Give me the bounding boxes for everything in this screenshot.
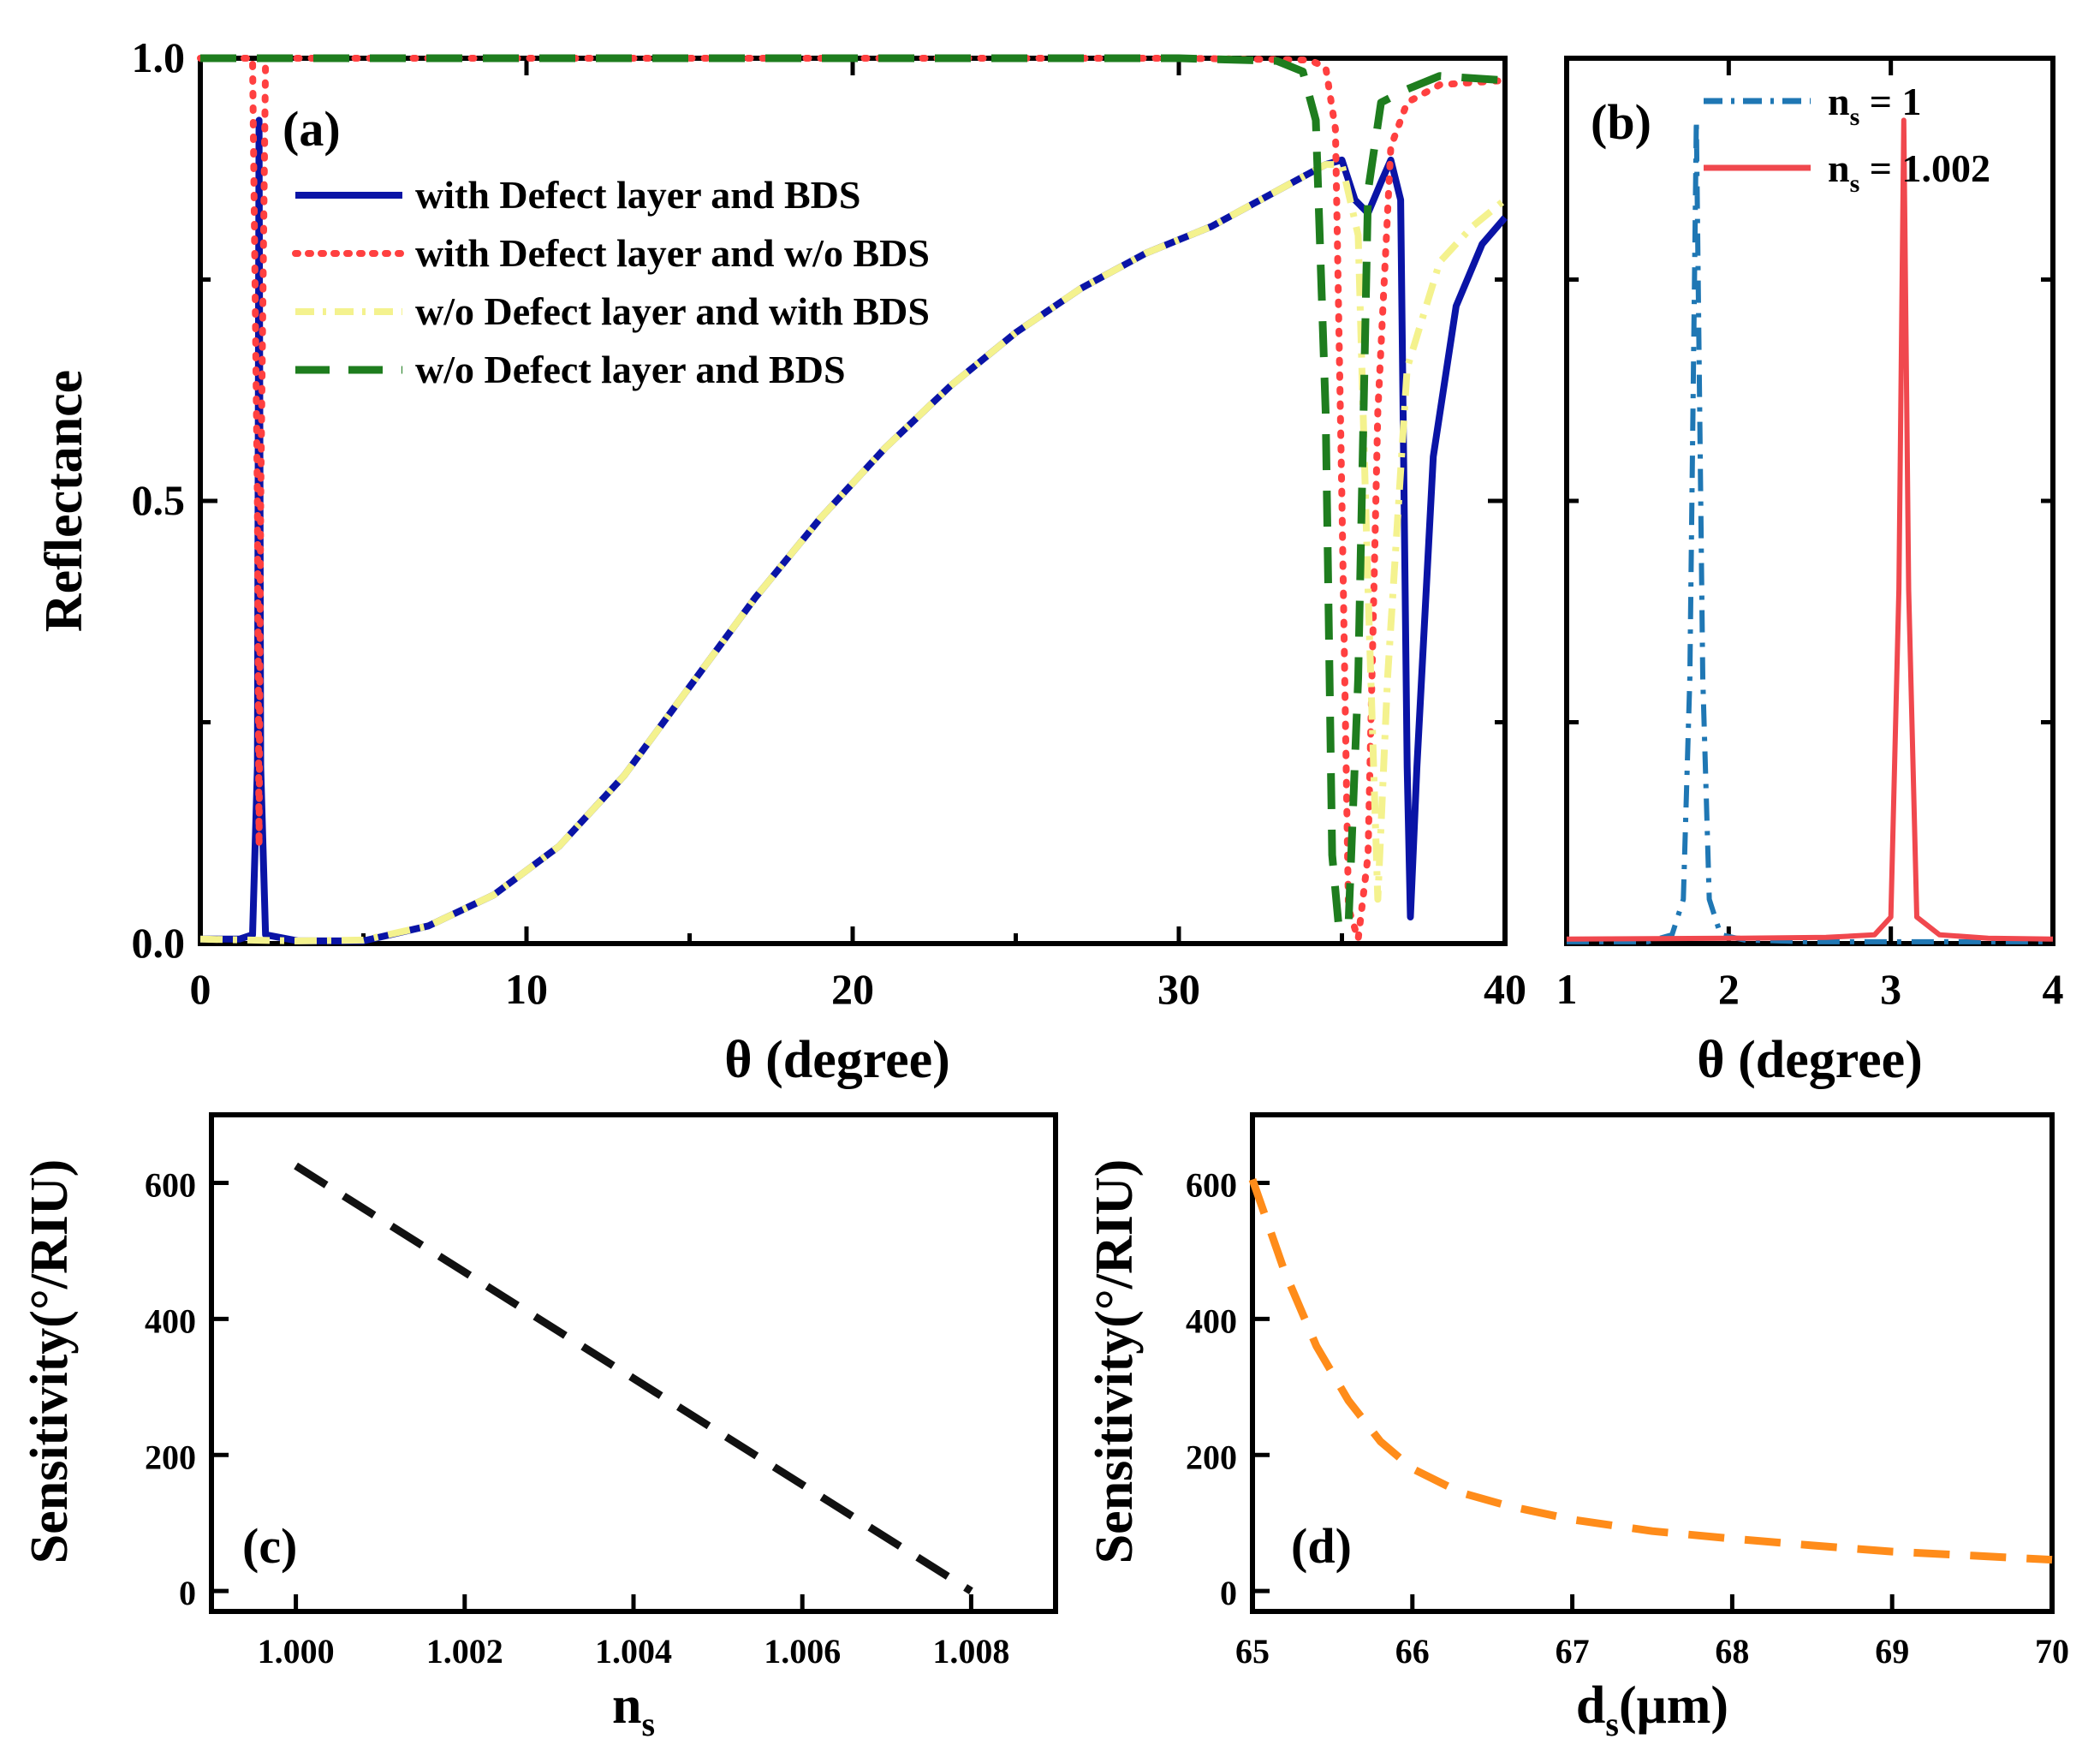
xtick-label-c-1: 1.002 [426,1632,503,1671]
series-line-a-3 [200,54,1506,930]
xtick-label-a-1: 10 [505,965,548,1013]
panel-c-label: (c) [242,1518,297,1574]
panel-d-xlabel-sub: s [1605,1705,1619,1743]
panel-a-xlabel: θ (degree) [724,1031,950,1089]
ytick-label-c-3: 600 [145,1165,196,1204]
xtick-label-a-0: 0 [190,965,211,1013]
ytick-label-d-0: 0 [1220,1574,1237,1612]
xtick-label-d-4: 69 [1875,1632,1909,1671]
ytick-label-d-2: 400 [1186,1301,1237,1340]
panel-d-xlabel-d: d [1576,1677,1605,1735]
panel-b-ticks: 1 2 3 4 [1556,56,2064,1013]
panel-b-series [1566,117,2054,944]
legend-label-b0-sub: s [1850,103,1860,131]
panel-c-ticks: 1.000 1.002 1.004 1.006 1.008 0 200 400 600 [145,1165,1009,1671]
panel-a-legend: with Defect layer and BDS with Defect la… [292,173,930,391]
xtick-label-b-0: 1 [1556,965,1578,1013]
panel-b-xlabel: θ (degree) [1697,1031,1923,1089]
panel-d-xlabel-unit: (μm) [1619,1677,1728,1735]
panel-b-legend: ns = 1 ns = 1.002 [1704,80,1990,198]
panel-d-frame [1250,1112,2055,1614]
series-line-a-2 [199,161,1508,944]
xtick-label-c-0: 1.000 [258,1632,335,1671]
series-line-d-0 [1248,1178,2053,1564]
legend-label-b0-val: = 1 [1859,80,1921,123]
ytick-label-c-2: 400 [145,1301,196,1340]
ytick-label-c-0: 0 [179,1574,196,1612]
xtick-label-d-5: 70 [2035,1632,2069,1671]
series-line-b-1 [1566,117,2054,942]
panel-a-reflectance-chart: 0 10 20 30 40 0.0 0.5 1.0 (a) θ (degree) Reflec… [35,33,1526,1089]
xtick-label-c-4: 1.008 [932,1632,1009,1671]
panel-b-label: (b) [1591,94,1651,150]
xtick-label-d-0: 65 [1235,1632,1270,1671]
ytick-label-a-0: 0.0 [132,919,186,967]
legend-label-b0-n: n [1828,80,1850,123]
legend-label-a3: w/o Defect layer and BDS [415,348,846,391]
series-line-c-0 [294,1162,973,1595]
ytick-label-d-3: 600 [1186,1165,1237,1204]
xtick-label-d-3: 68 [1715,1632,1749,1671]
panel-d-xlabel: ds(μm) [1576,1677,1728,1743]
panel-d-series [1248,1178,2053,1564]
panel-a-ylabel: Reflectance [35,370,93,632]
xtick-label-b-1: 2 [1718,965,1740,1013]
xtick-label-a-3: 30 [1157,965,1200,1013]
panel-a-series [197,54,1508,944]
legend-label-b1-n: n [1828,146,1850,190]
panel-c-xlabel-n: n [612,1677,641,1735]
panel-a-label: (a) [283,101,341,157]
xtick-label-a-4: 40 [1484,965,1526,1013]
ytick-label-d-1: 200 [1186,1438,1237,1476]
panel-c-xlabel-sub: s [641,1705,655,1743]
panel-c-frame [209,1112,1058,1614]
panel-d-sensitivity-chart: 65 66 67 68 69 70 0 200 400 600 (d) ds(μm) Sensit… [1086,1112,2069,1743]
ytick-label-a-2: 1.0 [132,33,186,81]
ytick-label-c-1: 200 [145,1438,196,1476]
xtick-label-d-2: 67 [1556,1632,1590,1671]
panel-d-ylabel: Sensitivity(°/RIU) [1086,1159,1144,1564]
panel-b-frame [1564,56,2055,946]
series-line-a-0 [200,116,1508,944]
legend-label-a0: with Defect layer and BDS [415,173,860,217]
xtick-label-a-2: 20 [831,965,874,1013]
legend-label-b0: ns = 1 [1828,80,1922,131]
panel-d-ticks: 65 66 67 68 69 70 0 200 400 600 [1186,1165,2069,1671]
ytick-label-a-1: 0.5 [132,476,186,524]
xtick-label-d-1: 66 [1395,1632,1430,1671]
legend-label-b1-sub: s [1850,170,1860,198]
series-line-b-0 [1567,117,2053,944]
xtick-label-b-2: 3 [1880,965,1901,1013]
panel-d-label: (d) [1291,1518,1352,1574]
xtick-label-c-3: 1.006 [764,1632,841,1671]
legend-label-b1: ns = 1.002 [1828,146,1990,198]
series-line-a-1 [197,55,1508,943]
panel-c-series [294,1162,973,1595]
legend-label-a1: with Defect layer and w/o BDS [415,231,930,275]
panel-c-xlabel: ns [612,1677,655,1743]
legend-label-b1-val: = 1.002 [1859,146,1990,190]
panel-c-ylabel: Sensitivity(°/RIU) [21,1159,79,1564]
xtick-label-b-3: 4 [2043,965,2064,1013]
xtick-label-c-2: 1.004 [595,1632,672,1671]
legend-label-a2: w/o Defect layer and with BDS [415,289,930,333]
